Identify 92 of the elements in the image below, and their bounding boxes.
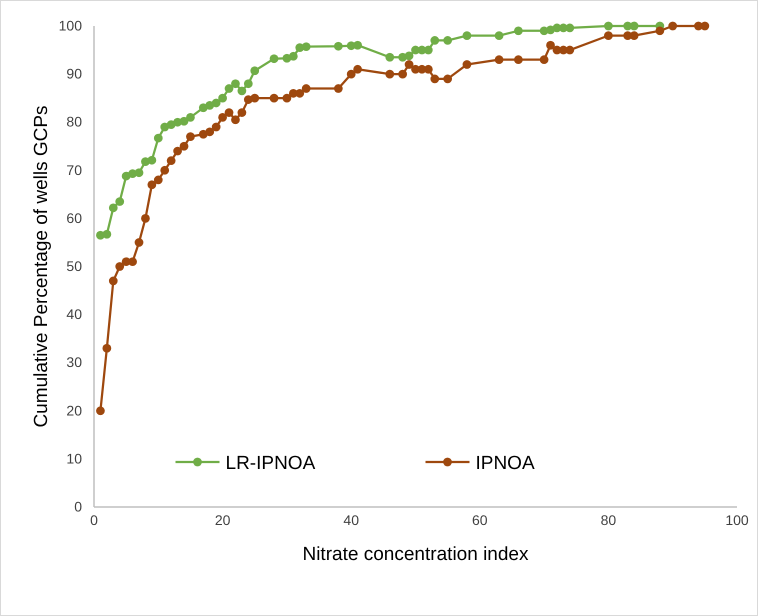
point <box>224 84 234 93</box>
point <box>462 31 472 40</box>
point <box>302 42 311 52</box>
y-tick-label: 90 <box>66 66 82 82</box>
point <box>604 22 613 30</box>
legend-label: LR-IPNOA <box>226 453 316 474</box>
point <box>546 40 555 50</box>
point <box>630 22 638 30</box>
point <box>148 180 156 190</box>
y-tick-label: 70 <box>66 162 82 178</box>
point <box>160 166 170 175</box>
point <box>102 230 112 239</box>
y-tick-label: 30 <box>66 354 82 370</box>
point <box>514 26 523 36</box>
point <box>244 79 253 88</box>
y-tick-label: 20 <box>66 402 82 418</box>
point <box>494 55 504 64</box>
point <box>295 88 304 98</box>
y-axis-title: Cumulative Percentage of wells GCPs <box>31 105 52 428</box>
point <box>108 203 118 212</box>
point <box>218 94 227 103</box>
point <box>404 51 414 60</box>
point <box>154 176 163 184</box>
point <box>218 113 227 122</box>
y-tick-label: 10 <box>66 450 82 466</box>
point <box>604 31 613 40</box>
point <box>385 70 394 78</box>
point <box>180 142 188 151</box>
point <box>134 238 144 247</box>
point <box>96 406 105 416</box>
point <box>404 60 414 69</box>
y-tick-label: 100 <box>58 17 82 34</box>
x-tick-label: 20 <box>214 512 231 528</box>
x-tick-label: 40 <box>343 512 360 528</box>
point <box>398 70 408 78</box>
point <box>334 42 343 51</box>
x-tick-label: 80 <box>600 512 616 528</box>
y-tick-label: 80 <box>66 114 82 130</box>
point <box>443 36 452 45</box>
point <box>494 31 504 40</box>
point <box>655 26 664 36</box>
point <box>238 86 246 96</box>
point <box>514 55 523 64</box>
point <box>353 40 362 50</box>
point <box>250 94 260 103</box>
point <box>385 52 394 62</box>
point <box>128 257 137 266</box>
point <box>270 54 278 64</box>
point <box>238 108 246 117</box>
point <box>205 127 214 136</box>
point <box>141 214 150 223</box>
point <box>212 98 221 108</box>
x-tick-label: 0 <box>90 512 98 528</box>
point <box>212 122 221 132</box>
point <box>186 113 195 122</box>
x-tick-label: 60 <box>472 512 488 528</box>
point <box>430 36 440 45</box>
point <box>108 276 118 286</box>
point <box>134 168 144 178</box>
y-tick-label: 60 <box>66 210 82 226</box>
point <box>353 64 362 74</box>
point <box>102 344 112 353</box>
point <box>166 156 176 166</box>
point <box>115 197 124 206</box>
point <box>270 94 278 103</box>
point <box>154 134 163 142</box>
point <box>540 55 548 64</box>
point <box>180 116 188 126</box>
point <box>430 74 440 84</box>
point <box>231 115 240 124</box>
y-tick-label: 50 <box>66 258 82 274</box>
y-tick-label: 40 <box>66 306 82 322</box>
point <box>224 108 234 117</box>
point <box>282 94 292 103</box>
point <box>462 60 472 69</box>
point <box>148 156 156 165</box>
point <box>250 66 260 76</box>
point <box>443 74 452 84</box>
point <box>630 31 638 40</box>
x-tick-label: 100 <box>725 512 749 528</box>
legend-label: IPNOA <box>476 453 535 474</box>
point <box>668 22 678 30</box>
point <box>288 52 298 61</box>
point <box>173 146 182 156</box>
point <box>346 70 356 78</box>
point <box>302 84 311 93</box>
point <box>186 132 195 141</box>
point <box>231 79 240 88</box>
y-tick-label: 0 <box>74 498 82 514</box>
point <box>334 84 343 93</box>
point <box>115 262 124 271</box>
x-axis-title: Nitrate concentration index <box>302 544 530 565</box>
